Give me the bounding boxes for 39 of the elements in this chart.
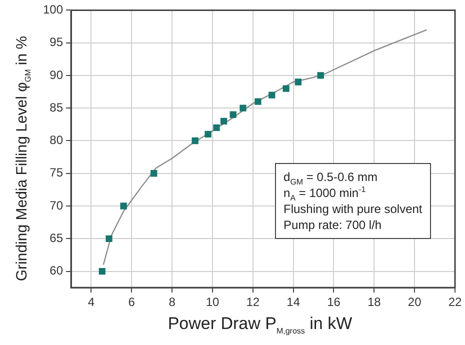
y-tick-label: 70 bbox=[50, 198, 64, 212]
point bbox=[106, 235, 112, 242]
point bbox=[317, 72, 324, 79]
x-tick-label: 6 bbox=[128, 295, 136, 310]
x-tick-label: 22 bbox=[448, 295, 462, 310]
point bbox=[192, 137, 198, 144]
y-tick-label: 65 bbox=[50, 230, 64, 245]
x-tick-label: 16 bbox=[327, 295, 341, 310]
y-tick-label: 80 bbox=[50, 133, 64, 148]
annotation: Flushing with pure solvent bbox=[284, 200, 422, 217]
y-tick-label: 100 bbox=[42, 2, 64, 17]
y-tick-label: 60 bbox=[50, 264, 64, 278]
x-tick-label: 18 bbox=[367, 295, 382, 310]
point bbox=[254, 98, 262, 105]
x-tick-label: 8 bbox=[168, 295, 176, 310]
point bbox=[98, 268, 106, 275]
y-tick-label: 85 bbox=[50, 100, 64, 114]
point bbox=[204, 130, 212, 138]
x-tick-label: 14 bbox=[286, 295, 300, 310]
point bbox=[294, 78, 302, 86]
point bbox=[150, 170, 158, 177]
point bbox=[120, 202, 127, 210]
x-tick-label: 10 bbox=[206, 295, 220, 310]
point bbox=[230, 111, 236, 118]
point bbox=[213, 124, 220, 132]
y-tick-label: 90 bbox=[50, 68, 64, 82]
annotation: Pump rate: 700 l/h bbox=[284, 216, 383, 233]
point bbox=[240, 104, 246, 112]
y-tick-label: 75 bbox=[50, 166, 64, 180]
x-tick-label: 12 bbox=[246, 295, 260, 310]
x-tick-label: 4 bbox=[88, 295, 95, 310]
y-tick-label: 95 bbox=[50, 35, 64, 50]
point bbox=[282, 85, 290, 92]
point bbox=[220, 118, 228, 124]
point bbox=[268, 92, 276, 98]
annotation: d$_{GM}$ = 0.5-0.6 mm bbox=[284, 168, 378, 186]
x-tick-label: 20 bbox=[408, 295, 422, 310]
x-axis-title: Power Draw P$_{M,gross}$ in kW bbox=[166, 314, 354, 336]
annotation: n$_{A}$ = 1000 min$^{-1}$ bbox=[284, 184, 367, 202]
